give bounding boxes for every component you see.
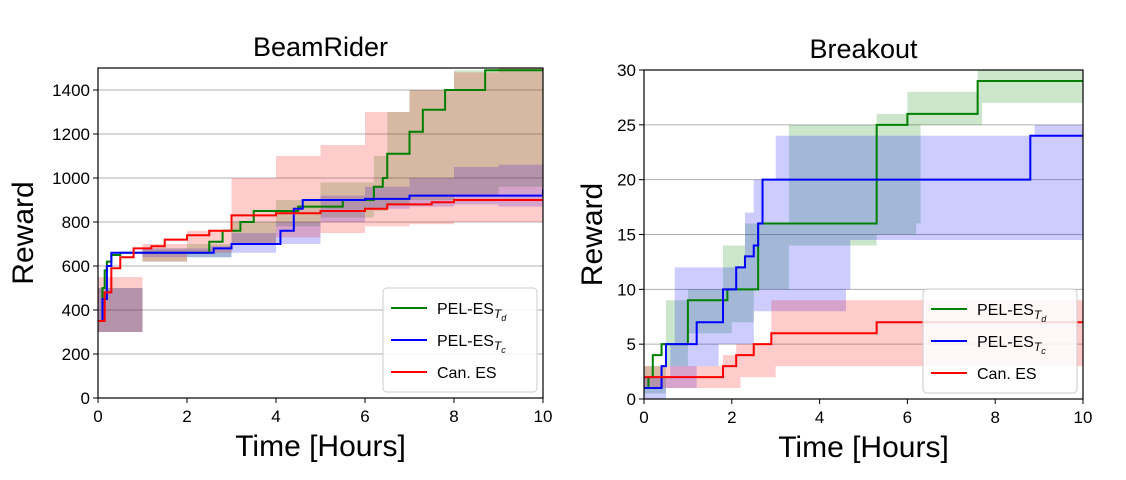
y-tick-label: 1200	[52, 125, 90, 144]
x-tick-label: 4	[815, 408, 824, 427]
y-axis-label: Reward	[7, 181, 40, 284]
x-tick-label: 8	[990, 408, 999, 427]
band-series-0	[644, 70, 1083, 394]
chart-title: Breakout	[809, 34, 918, 64]
x-tick-label: 2	[727, 408, 736, 427]
y-tick-label: 800	[62, 213, 90, 232]
legend-box	[922, 288, 1078, 394]
chart-panel-1: 0 5 10 15 20 25 30 0 2 4 6 8 10 Breakout Time [Hours] R…	[576, 34, 1092, 464]
y-tick-label: 400	[62, 301, 90, 320]
line-series-1	[98, 189, 543, 322]
y-tick-label: 200	[62, 345, 90, 364]
legend-label: PEL-ESTd	[437, 301, 507, 323]
x-axis-label: Time [Hours]	[778, 431, 949, 464]
legend: PEL-ESTd PEL-ESTc Can. ES	[382, 287, 538, 393]
y-axis-label: Reward	[576, 183, 609, 286]
y-tick-label: 0	[81, 389, 90, 408]
band-series-1	[98, 164, 543, 332]
line-series-2	[98, 199, 543, 322]
y-tick-label: 600	[62, 257, 90, 276]
legend-box	[382, 287, 538, 393]
legend: PEL-ESTd PEL-ESTc Can. ES	[922, 288, 1078, 394]
legend-label: PEL-ESTc	[977, 334, 1046, 356]
x-tick-label: 10	[1074, 408, 1093, 427]
y-tick-label: 0	[627, 390, 636, 409]
x-tick-label: 6	[903, 408, 912, 427]
line-series-2	[644, 321, 1083, 379]
x-axis-label: Time [Hours]	[235, 430, 406, 463]
axes-frame	[97, 67, 544, 399]
x-tick-label: 6	[360, 407, 369, 426]
y-tick-label: 1400	[52, 81, 90, 100]
chart-title: BeamRider	[253, 32, 388, 62]
x-tick-label: 4	[271, 407, 280, 426]
y-tick-label: 30	[617, 61, 636, 80]
y-tick-label: 20	[617, 171, 636, 190]
chart-panel-0: 0 200 400 600 800 1000 1200 1400 0 2 4 6 8 10 BeamRide…	[7, 32, 552, 463]
y-tick-label: 5	[627, 335, 636, 354]
y-tick-label: 1000	[52, 169, 90, 188]
band-series-1	[644, 124, 1083, 399]
legend-label: PEL-ESTc	[437, 333, 506, 355]
x-tick-label: 8	[449, 407, 458, 426]
x-tick-label: 0	[93, 407, 102, 426]
plot-area	[98, 68, 543, 332]
line-series-0	[98, 69, 543, 322]
y-tick-label: 15	[617, 226, 636, 245]
line-series-1	[644, 134, 1083, 390]
x-tick-label: 10	[534, 407, 553, 426]
y-tick-label: 25	[617, 116, 636, 135]
y-tick-label: 10	[617, 280, 636, 299]
legend-label: Can. ES	[437, 365, 497, 382]
legend-label: PEL-ESTd	[977, 302, 1047, 324]
x-tick-label: 2	[182, 407, 191, 426]
x-tick-label: 0	[639, 408, 648, 427]
legend-label: Can. ES	[977, 366, 1037, 383]
line-series-0	[644, 79, 1083, 390]
